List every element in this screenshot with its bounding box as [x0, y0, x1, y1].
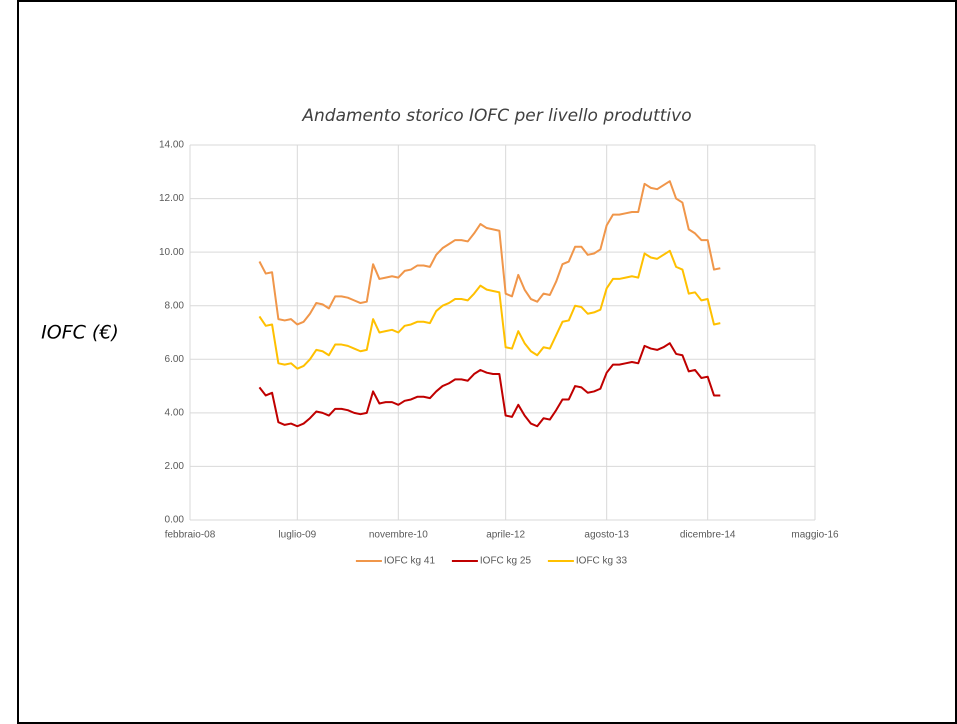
x-tick-label: aprile-12 [486, 530, 525, 541]
y-tick-label: 4.00 [165, 407, 185, 418]
y-tick-label: 8.00 [165, 300, 185, 311]
y-axis-label: IOFC (€) [41, 322, 119, 344]
legend-label: IOFC kg 41 [384, 556, 436, 567]
y-tick-label: 2.00 [165, 461, 185, 472]
x-tick-label: dicembre-14 [680, 530, 736, 541]
y-tick-label: 14.00 [159, 140, 184, 151]
x-tick-label: maggio-16 [791, 530, 839, 541]
series-line [258, 249, 721, 370]
x-tick-label: agosto-13 [584, 530, 629, 541]
x-tick-label: febbraio-08 [165, 530, 216, 541]
y-tick-label: 12.00 [159, 193, 184, 204]
y-tick-label: 10.00 [159, 247, 184, 258]
series-line [258, 180, 721, 326]
slide-frame [17, 0, 957, 724]
series-line [258, 342, 721, 428]
legend-label: IOFC kg 33 [576, 556, 628, 567]
x-tick-label: luglio-09 [278, 530, 316, 541]
x-tick-label: novembre-10 [369, 530, 428, 541]
y-tick-label: 0.00 [165, 515, 185, 526]
y-tick-label: 6.00 [165, 354, 185, 365]
chart-title: Andamento storico IOFC per livello produ… [301, 106, 691, 126]
legend-label: IOFC kg 25 [480, 556, 532, 567]
